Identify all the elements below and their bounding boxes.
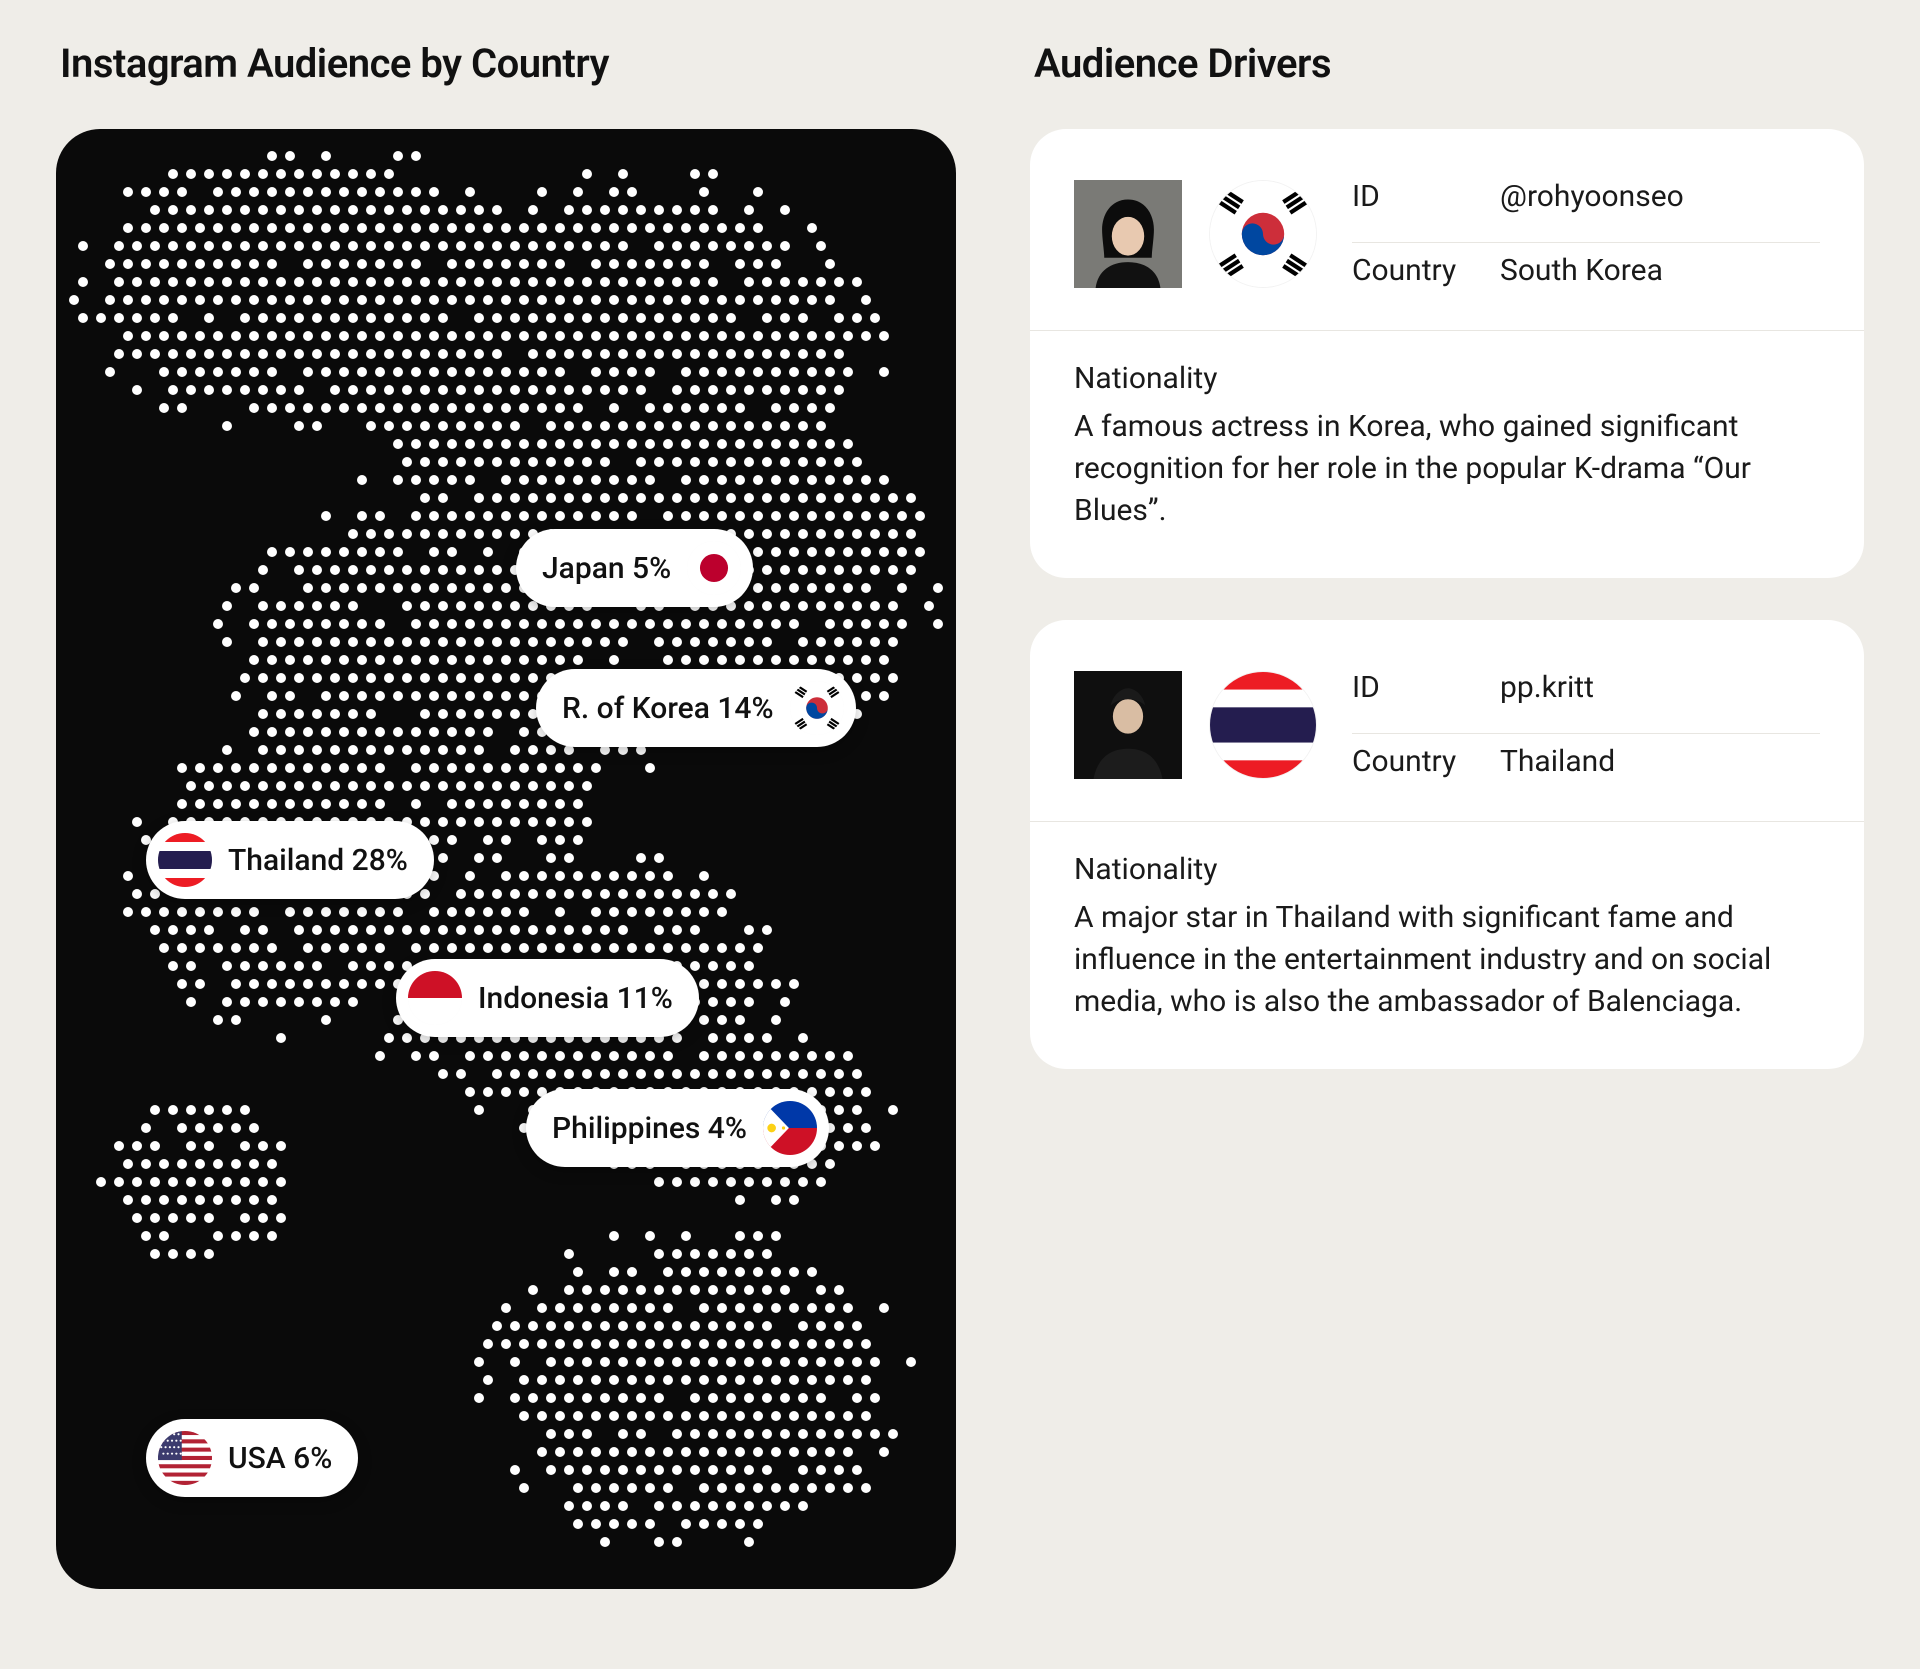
nationality-desc: A major star in Thailand with significan… [1074,897,1820,1023]
audience-drivers-title: Audience Drivers [1034,40,1864,87]
country-pill-japan[interactable]: Japan 5% [516,529,753,607]
country-label: Country [1352,253,1472,288]
korea-flag-icon [790,681,844,735]
country-pill-label: USA 6% [228,1441,332,1476]
globe-card: Japan 5% R. of Korea 14% Thailand 28% Indo… [56,129,956,1589]
id-value[interactable]: @rohyoonseo [1500,179,1684,214]
indonesia-flag-icon [408,971,462,1025]
driver-avatar[interactable] [1074,180,1182,288]
drivers-list: ID @rohyoonseo Country South Korea Natio… [1030,129,1864,1069]
country-value: Thailand [1500,744,1615,779]
country-value: South Korea [1500,253,1663,288]
driver-flag-icon [1210,672,1316,778]
driver-card-0: ID @rohyoonseo Country South Korea Natio… [1030,129,1864,578]
nationality-label: Nationality [1074,852,1820,887]
usa-flag-icon [158,1431,212,1485]
id-label: ID [1352,670,1472,705]
id-value[interactable]: pp.kritt [1500,670,1594,705]
country-pill-indonesia[interactable]: Indonesia 11% [396,959,699,1037]
country-pill-philippines[interactable]: Philippines 4% [526,1089,829,1167]
philippines-flag-icon [763,1101,817,1155]
id-label: ID [1352,179,1472,214]
japan-flag-icon [687,541,741,595]
thailand-flag-icon [158,833,212,887]
nationality-label: Nationality [1074,361,1820,396]
country-pill-thailand[interactable]: Thailand 28% [146,821,434,899]
country-pill-korea[interactable]: R. of Korea 14% [536,669,856,747]
country-pill-label: R. of Korea 14% [562,691,774,726]
audience-by-country-title: Instagram Audience by Country [60,40,976,87]
country-pill-label: Thailand 28% [228,843,408,878]
country-pill-usa[interactable]: USA 6% [146,1419,358,1497]
country-pill-label: Philippines 4% [552,1111,747,1146]
country-label: Country [1352,744,1472,779]
driver-card-1: ID pp.kritt Country Thailand Nationality… [1030,620,1864,1069]
driver-avatar[interactable] [1074,671,1182,779]
nationality-desc: A famous actress in Korea, who gained si… [1074,406,1820,532]
driver-flag-icon [1210,181,1316,287]
country-pill-label: Indonesia 11% [478,981,673,1016]
country-pill-label: Japan 5% [542,551,671,586]
